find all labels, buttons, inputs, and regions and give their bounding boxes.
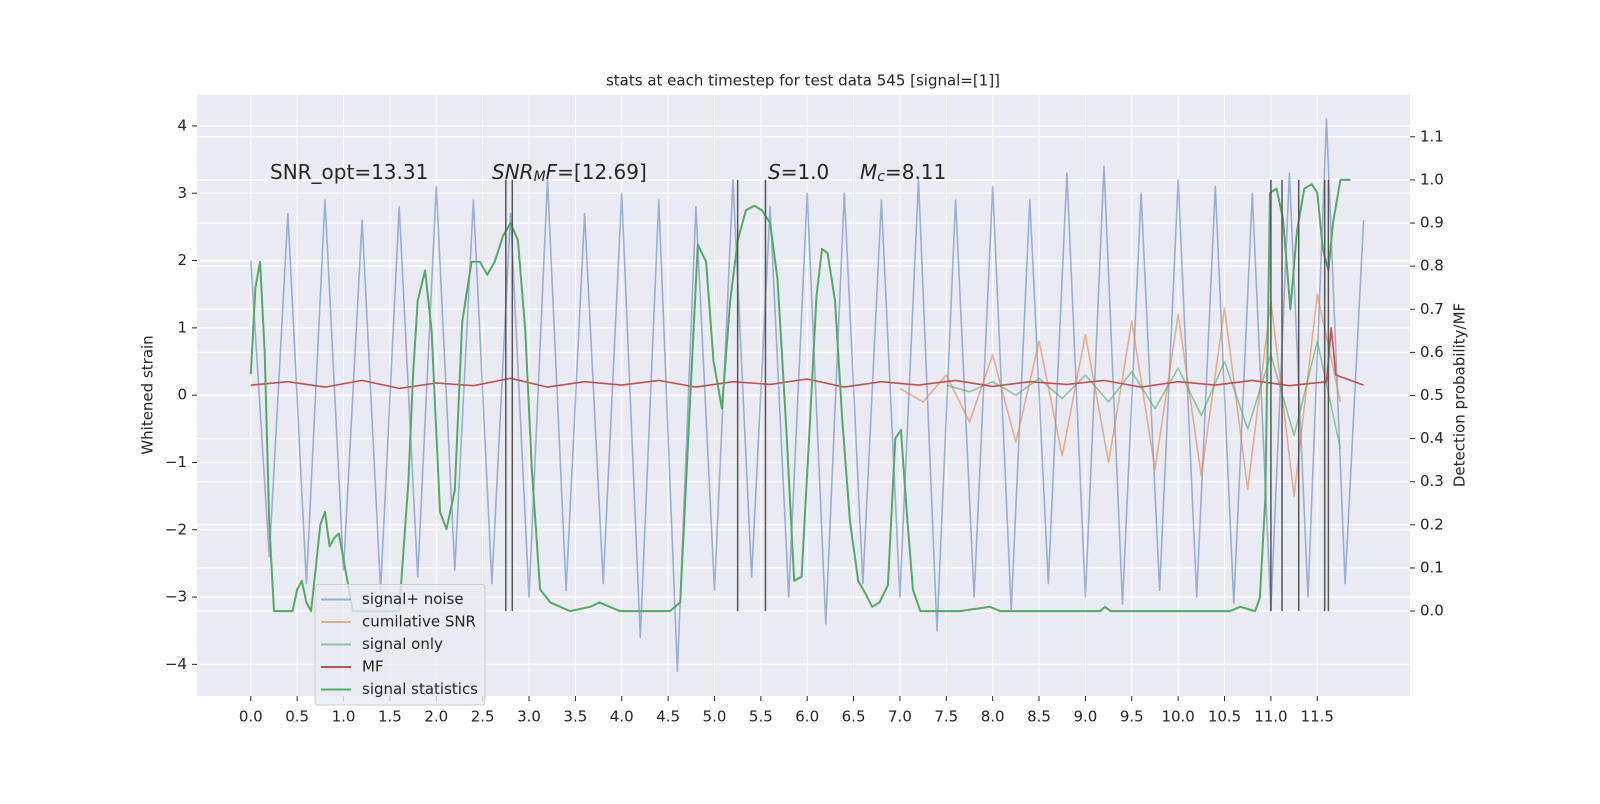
x-tick-label: 1.0 xyxy=(332,708,356,726)
x-tick-label: 4.5 xyxy=(656,708,680,726)
y-axis-label: Whitened strain xyxy=(139,335,157,454)
annotation-part: =1.0 xyxy=(781,160,830,184)
x-tick-label: 9.0 xyxy=(1073,708,1097,726)
y2-tick-label: 0.5 xyxy=(1420,386,1444,404)
y-tick-label: −3 xyxy=(165,588,187,606)
series-line xyxy=(250,327,1364,390)
legend-label: signal statistics xyxy=(362,680,478,698)
y2-tick-label: 1.1 xyxy=(1420,127,1444,145)
x-tick-label: 7.0 xyxy=(888,708,912,726)
y2-tick-label: 0.2 xyxy=(1420,515,1444,533)
x-tick-label: 0.5 xyxy=(285,708,309,726)
y2-tick-label: 0.6 xyxy=(1420,343,1444,361)
series-line xyxy=(946,340,1342,450)
annotations: SNR_opt=13.31 SNRMF=[12.69] S=1.0 Mc=8.11 xyxy=(270,160,946,186)
y2-tick-label: 0.0 xyxy=(1420,602,1444,620)
annotation-part: c xyxy=(877,169,885,185)
annotation: SNR_opt=13.31 xyxy=(270,160,428,184)
x-tick-label: 5.0 xyxy=(703,708,727,726)
annotation: S=1.0 xyxy=(768,160,829,184)
y2-tick-label: 0.3 xyxy=(1420,472,1444,490)
annotation: SNRMF=[12.69] xyxy=(492,160,647,186)
x-tick-label: 10.0 xyxy=(1161,708,1194,726)
annotation-part: M xyxy=(534,169,546,185)
x-tick-label: 4.0 xyxy=(610,708,634,726)
x-tick-label: 9.5 xyxy=(1120,708,1144,726)
x-tick-label: 2.0 xyxy=(424,708,448,726)
y-tick-label: 2 xyxy=(177,251,187,269)
axes: 0.0 0.5 1.0 1.5 2.0 2.5 3.0 3.5 4.0 4.5 5.0 5.5 6.0 6… xyxy=(165,116,1444,725)
x-tick-label: 0.0 xyxy=(239,708,263,726)
y2-tick-label: 0.8 xyxy=(1420,257,1444,275)
legend: signal+ noise cumilative SNR signal only MF… xyxy=(314,584,486,706)
x-tick-label: 6.5 xyxy=(842,708,866,726)
legend-box xyxy=(314,584,486,706)
x-tick-label: 3.5 xyxy=(563,708,587,726)
series-line xyxy=(249,178,1351,613)
x-tick-label: 6.0 xyxy=(795,708,819,726)
annotation-part: =8.11 xyxy=(885,160,946,184)
y-tick-label: −2 xyxy=(165,520,187,538)
y2-tick-label: 1.0 xyxy=(1420,170,1444,188)
y2-tick-label: 0.4 xyxy=(1420,429,1444,447)
y2-axis-label: Detection probability/MF xyxy=(1451,303,1469,487)
x-tick-label: 8.5 xyxy=(1027,708,1051,726)
y-tick-label: 1 xyxy=(177,318,187,336)
x-tick-label: 11.5 xyxy=(1301,708,1334,726)
x-tick-label: 8.0 xyxy=(981,708,1005,726)
y2-tick-label: 0.1 xyxy=(1420,558,1444,576)
y-tick-label: 3 xyxy=(177,184,187,202)
x-tick-label: 10.5 xyxy=(1208,708,1241,726)
y2-tick-label: 0.7 xyxy=(1420,300,1444,318)
x-tick-label: 7.5 xyxy=(934,708,958,726)
legend-label: signal+ noise xyxy=(362,590,464,608)
annotation-part: =[12.69] xyxy=(557,160,647,184)
y2-tick-label: 0.9 xyxy=(1420,214,1444,232)
x-tick-label: 2.5 xyxy=(471,708,495,726)
chart-title: stats at each timestep for test data 545… xyxy=(606,72,1000,90)
x-tick-label: 5.5 xyxy=(749,708,773,726)
x-tick-label: 1.5 xyxy=(378,708,402,726)
legend-label: MF xyxy=(362,658,384,676)
annotation-part: F xyxy=(546,160,558,184)
legend-label: cumilative SNR xyxy=(362,613,476,631)
legend-label: signal only xyxy=(362,635,443,653)
annotation-part: S xyxy=(768,160,781,184)
y-tick-label: −1 xyxy=(165,453,187,471)
annotation-part: SNR xyxy=(492,160,534,184)
annotation-part: SNR_opt=13.31 xyxy=(270,160,428,184)
annotation: Mc=8.11 xyxy=(860,160,946,186)
y-tick-label: 0 xyxy=(177,386,187,404)
x-tick-label: 11.0 xyxy=(1254,708,1287,726)
y-tick-label: 4 xyxy=(177,116,187,134)
annotation-part: M xyxy=(860,160,877,184)
series-line xyxy=(250,118,1365,672)
y-tick-label: −4 xyxy=(165,655,187,673)
x-tick-label: 3.0 xyxy=(517,708,541,726)
marks xyxy=(249,118,1365,672)
